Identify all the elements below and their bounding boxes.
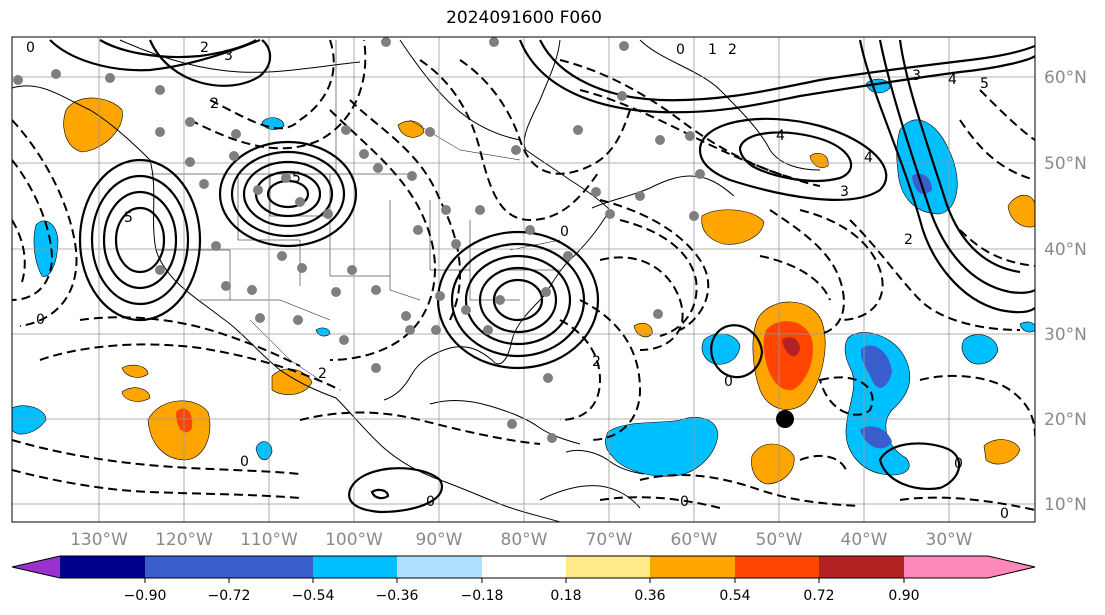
svg-text:4: 4	[864, 150, 873, 166]
lon-label: 40°W	[841, 530, 888, 550]
positive-contours	[49, 38, 1035, 514]
svg-text:5: 5	[124, 210, 133, 226]
svg-text:4: 4	[948, 72, 957, 88]
lon-label: 60°W	[671, 530, 718, 550]
svg-text:2: 2	[728, 42, 737, 58]
colorbar-segment	[229, 556, 313, 578]
svg-text:2: 2	[904, 232, 913, 248]
map-frame	[11, 36, 1036, 523]
lat-label: 60°N	[1044, 68, 1087, 88]
svg-text:2: 2	[210, 96, 219, 112]
svg-text:3: 3	[912, 68, 921, 84]
colorbar-extend-low	[12, 556, 60, 578]
latitude-labels: 60°N 50°N 40°N 30°N 20°N 10°N	[1044, 68, 1087, 515]
svg-text:0: 0	[676, 42, 685, 58]
svg-text:0: 0	[426, 494, 435, 510]
colorbar-tick: 0.90	[888, 588, 919, 604]
svg-text:2: 2	[318, 366, 327, 382]
colorbar-tick: 0.54	[719, 588, 750, 604]
colorbar-extend-high	[988, 556, 1035, 578]
colorbar-segment	[60, 556, 145, 578]
longitude-labels: 130°W 120°W 110°W 100°W 90°W 80°W 70°W 6…	[70, 530, 973, 550]
svg-text:1: 1	[708, 42, 717, 58]
lon-label: 110°W	[240, 530, 298, 550]
svg-text:0: 0	[36, 312, 45, 328]
colorbar-tick: −0.90	[124, 588, 167, 604]
lat-label: 30°N	[1044, 325, 1087, 345]
colorbar-tick: −0.18	[461, 588, 504, 604]
svg-text:0: 0	[954, 456, 963, 472]
lat-label: 40°N	[1044, 240, 1087, 260]
graticule	[12, 37, 1035, 522]
lon-label: 80°W	[501, 530, 548, 550]
lat-label: 10°N	[1044, 495, 1087, 515]
colorbar: −0.90 −0.72 −0.54 −0.36 −0.18 0.18 0.36 …	[11, 555, 1036, 604]
lon-label: 70°W	[586, 530, 633, 550]
lon-label: 130°W	[70, 530, 128, 550]
colorbar-tick: −0.72	[208, 588, 251, 604]
svg-text:0: 0	[560, 224, 569, 240]
colorbar-segment	[904, 556, 988, 578]
colorbar-segment	[397, 556, 482, 578]
colorbar-tick: 0.72	[803, 588, 834, 604]
svg-text:2: 2	[200, 40, 209, 56]
svg-text:0: 0	[724, 374, 733, 390]
svg-text:0: 0	[680, 494, 689, 510]
borders	[150, 40, 561, 381]
lon-label: 90°W	[416, 530, 463, 550]
lon-label: 50°W	[756, 530, 803, 550]
colorbar-segment	[566, 556, 650, 578]
svg-text:5: 5	[292, 170, 301, 186]
contour-labels: 0 2 3 2 5 5 0 1 2 4 4 3 2 3 4 5 0 0 2 0 …	[26, 40, 1009, 522]
colorbar-segment	[482, 556, 566, 578]
station-dots	[13, 37, 705, 443]
svg-text:0: 0	[240, 454, 249, 470]
colorbar-tick: 0.18	[550, 588, 581, 604]
colorbar-segment	[650, 556, 735, 578]
colorbar-segment	[145, 556, 229, 578]
svg-text:3: 3	[840, 184, 849, 200]
lon-label: 120°W	[155, 530, 213, 550]
svg-text:2: 2	[592, 354, 601, 370]
colorbar-tick: −0.36	[376, 588, 419, 604]
lat-label: 50°N	[1044, 154, 1087, 174]
colorbar-segment	[735, 556, 819, 578]
lon-label: 100°W	[325, 530, 383, 550]
svg-text:3: 3	[224, 48, 233, 64]
anomaly-fills	[12, 78, 1035, 485]
colorbar-tick: 0.36	[634, 588, 665, 604]
negative-contours	[12, 39, 1035, 511]
colorbar-segment	[819, 556, 904, 578]
lat-label: 20°N	[1044, 410, 1087, 430]
colorbar-tick: −0.54	[292, 588, 335, 604]
svg-text:0: 0	[26, 40, 35, 56]
svg-text:4: 4	[776, 128, 785, 144]
svg-text:5: 5	[980, 76, 989, 92]
storm-marker	[776, 410, 794, 428]
map-title: 2024091600 F060	[446, 8, 602, 28]
lon-label: 30°W	[926, 530, 973, 550]
colorbar-segment	[313, 556, 397, 578]
svg-text:0: 0	[1000, 506, 1009, 522]
